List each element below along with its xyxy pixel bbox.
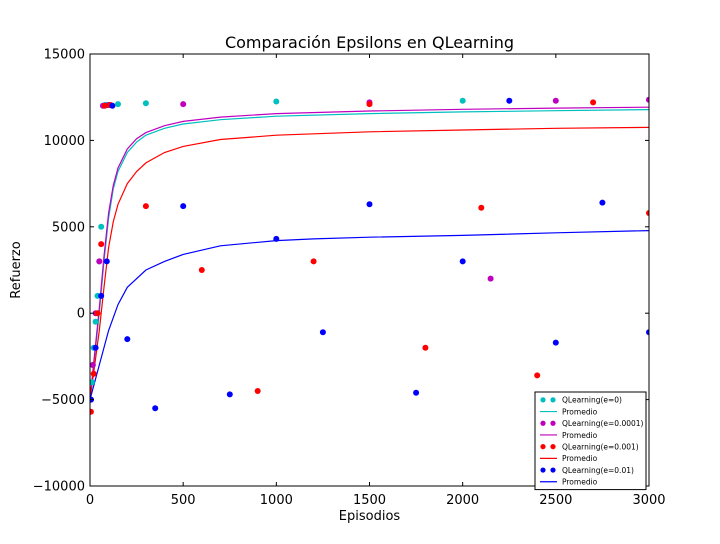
data-point-0-4 xyxy=(92,318,99,325)
legend-marker-0 xyxy=(540,397,546,403)
y-tick-label-5: 15000 xyxy=(44,48,85,63)
y-axis-label: Refuerzo xyxy=(9,241,24,298)
x-tick-label-6: 3000 xyxy=(632,493,665,508)
data-point-6-11 xyxy=(366,201,373,208)
data-point-4-13 xyxy=(534,372,541,379)
data-point-4-7 xyxy=(198,267,205,273)
data-point-6-5 xyxy=(124,336,131,343)
legend-marker-b-6 xyxy=(550,467,556,473)
x-tick-label-1: 500 xyxy=(171,493,196,508)
data-point-2-8 xyxy=(487,275,494,282)
legend-label-5: Promedio xyxy=(562,454,598,463)
data-layer xyxy=(90,96,649,415)
data-point-0-1 xyxy=(90,379,95,386)
data-point-4-15 xyxy=(646,210,649,216)
legend-label-0: QLearning(e=0) xyxy=(562,396,622,405)
legend-label-1: Promedio xyxy=(562,407,598,416)
data-point-4-12 xyxy=(478,204,485,211)
legend-label-3: Promedio xyxy=(562,431,598,440)
data-point-6-4 xyxy=(109,102,116,109)
series-line-7 xyxy=(90,230,649,400)
data-point-4-9 xyxy=(310,258,317,265)
data-point-2-1 xyxy=(90,362,96,368)
legend-label-2: QLearning(e=0.0001) xyxy=(562,419,644,428)
data-point-6-16 xyxy=(599,199,606,206)
data-point-2-3 xyxy=(96,258,103,265)
legend-marker-b-4 xyxy=(550,444,556,450)
data-point-6-9 xyxy=(273,235,280,242)
data-point-6-15 xyxy=(552,339,559,346)
plot-area: 0 500 1000 1500 2000 2500 3000 −10000 −5000 0 5000… xyxy=(33,48,666,509)
data-point-2-9 xyxy=(552,97,559,104)
data-point-2-10 xyxy=(646,96,649,103)
legend-marker-4 xyxy=(540,444,546,450)
data-point-6-7 xyxy=(180,203,187,210)
data-point-0-15 xyxy=(459,97,466,104)
x-tick-label-4: 2000 xyxy=(446,493,479,508)
data-point-6-6 xyxy=(152,405,159,412)
data-point-0-7 xyxy=(98,223,105,230)
data-point-4-10 xyxy=(366,101,373,108)
data-point-4-14 xyxy=(590,99,597,106)
legend-marker-2 xyxy=(540,420,546,426)
data-point-6-17 xyxy=(646,329,649,336)
data-point-4-2 xyxy=(94,310,101,317)
y-tick-label-1: −5000 xyxy=(41,393,85,408)
y-tick-label-4: 10000 xyxy=(44,134,85,149)
series-line-3 xyxy=(90,106,649,400)
x-axis-label: Episodios xyxy=(339,509,401,524)
x-tick-label-0: 0 xyxy=(86,493,94,508)
chart-title: Comparación Epsilons en QLearning xyxy=(225,33,514,52)
data-point-0-12 xyxy=(115,101,121,108)
legend-marker-b-0 xyxy=(550,397,556,403)
y-tick-label-0: −10000 xyxy=(33,480,85,495)
data-point-6-8 xyxy=(226,391,233,398)
data-point-4-0 xyxy=(90,408,94,415)
data-point-4-6 xyxy=(142,203,149,210)
data-point-4-11 xyxy=(422,344,429,351)
data-point-2-6 xyxy=(180,101,187,108)
data-point-0-13 xyxy=(142,100,149,107)
x-tick-label-2: 1000 xyxy=(260,493,293,508)
legend-box xyxy=(534,391,647,491)
legend: QLearning(e=0) Promedio QLearning(e=0.0001… xyxy=(534,391,647,491)
x-tick-label-3: 1500 xyxy=(353,493,386,508)
data-point-6-12 xyxy=(413,389,420,396)
data-point-6-13 xyxy=(459,258,466,265)
legend-label-4: QLearning(e=0.001) xyxy=(562,442,639,451)
x-tick-label-5: 2500 xyxy=(539,493,572,508)
legend-marker-b-2 xyxy=(550,420,556,426)
data-point-6-2 xyxy=(98,292,105,299)
data-point-0-14 xyxy=(273,98,280,105)
data-point-4-1 xyxy=(90,370,97,377)
legend-marker-6 xyxy=(540,467,546,473)
data-point-6-10 xyxy=(319,329,326,336)
data-point-4-4 xyxy=(101,102,108,109)
data-point-6-14 xyxy=(506,97,513,104)
data-point-4-3 xyxy=(98,241,105,248)
legend-label-6: QLearning(e=0.01) xyxy=(562,466,634,475)
data-point-6-3 xyxy=(103,258,110,265)
data-point-4-8 xyxy=(254,388,261,394)
y-tick-label-2: 0 xyxy=(77,307,85,322)
legend-label-7: Promedio xyxy=(562,478,598,487)
y-tick-label-3: 5000 xyxy=(52,220,85,235)
data-point-6-1 xyxy=(92,344,99,351)
